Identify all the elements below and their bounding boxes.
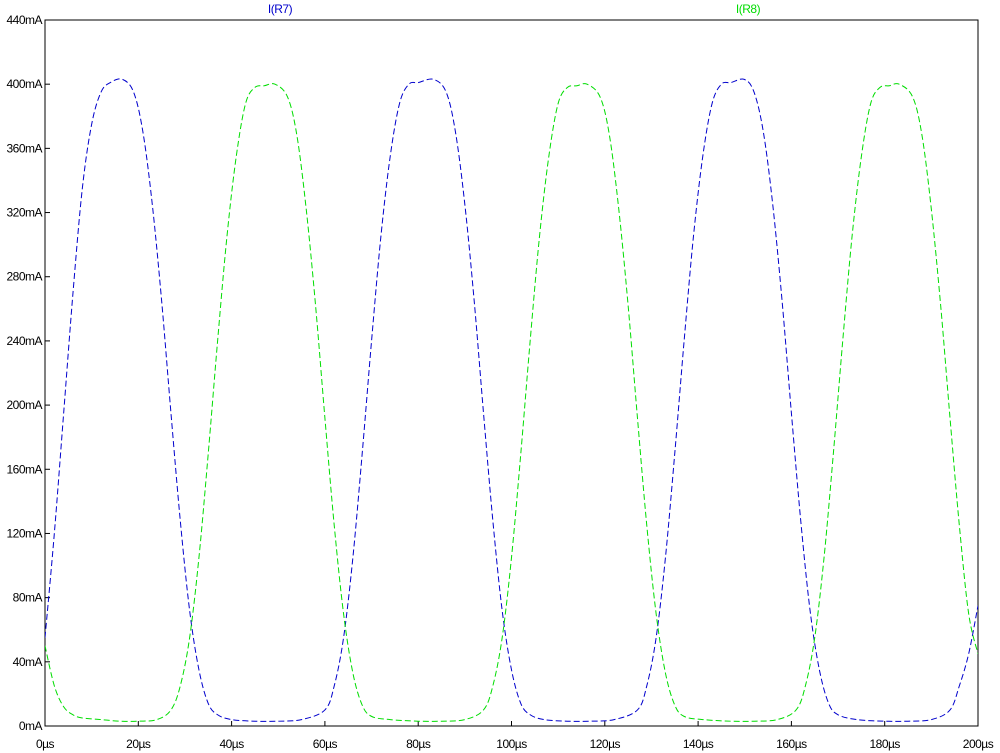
series-layer: [45, 78, 978, 722]
y-axis: 0mA 40mA 80mA 120mA 160mA 200mA 240mA 280mA 320m…: [6, 13, 50, 733]
x-tick-label: 180µs: [869, 737, 900, 751]
y-tick-label: 0mA: [19, 719, 43, 733]
x-axis: 0µs 20µs 40µs 60µs 80µs 100µs 120µs 140µs 160µs 1…: [36, 721, 994, 751]
x-tick-label: 160µs: [776, 737, 807, 751]
y-tick-label: 160mA: [6, 462, 42, 476]
y-tick-label: 80mA: [13, 591, 43, 605]
series-line-ir8: [45, 83, 978, 722]
x-tick-label: 60µs: [313, 737, 338, 751]
plot-border: [44, 19, 979, 727]
y-tick-label: 240mA: [6, 334, 42, 348]
x-tick-label: 200µs: [963, 737, 994, 751]
y-tick-label: 360mA: [6, 141, 42, 155]
x-tick-label: 80µs: [406, 737, 431, 751]
legend-entry-ir8: I(R8): [736, 2, 761, 16]
x-tick-label: 120µs: [590, 737, 621, 751]
y-tick-label: 400mA: [6, 77, 42, 91]
x-tick-label: 0µs: [36, 737, 55, 751]
plot-frame: [44, 19, 979, 727]
x-tick-label: 140µs: [683, 737, 714, 751]
y-tick-label: 200mA: [6, 398, 42, 412]
x-tick-label: 40µs: [219, 737, 244, 751]
x-tick-label: 20µs: [126, 737, 151, 751]
series-line-ir7: [45, 78, 978, 722]
y-tick-label: 320mA: [6, 206, 42, 220]
x-tick-label: 100µs: [496, 737, 527, 751]
y-tick-label: 40mA: [13, 655, 43, 669]
legend-entry-ir7: I(R7): [268, 2, 293, 16]
y-tick-label: 280mA: [6, 270, 42, 284]
y-tick-label: 120mA: [6, 526, 42, 540]
legend: I(R7) I(R8): [268, 2, 761, 16]
y-tick-label: 440mA: [6, 13, 42, 27]
